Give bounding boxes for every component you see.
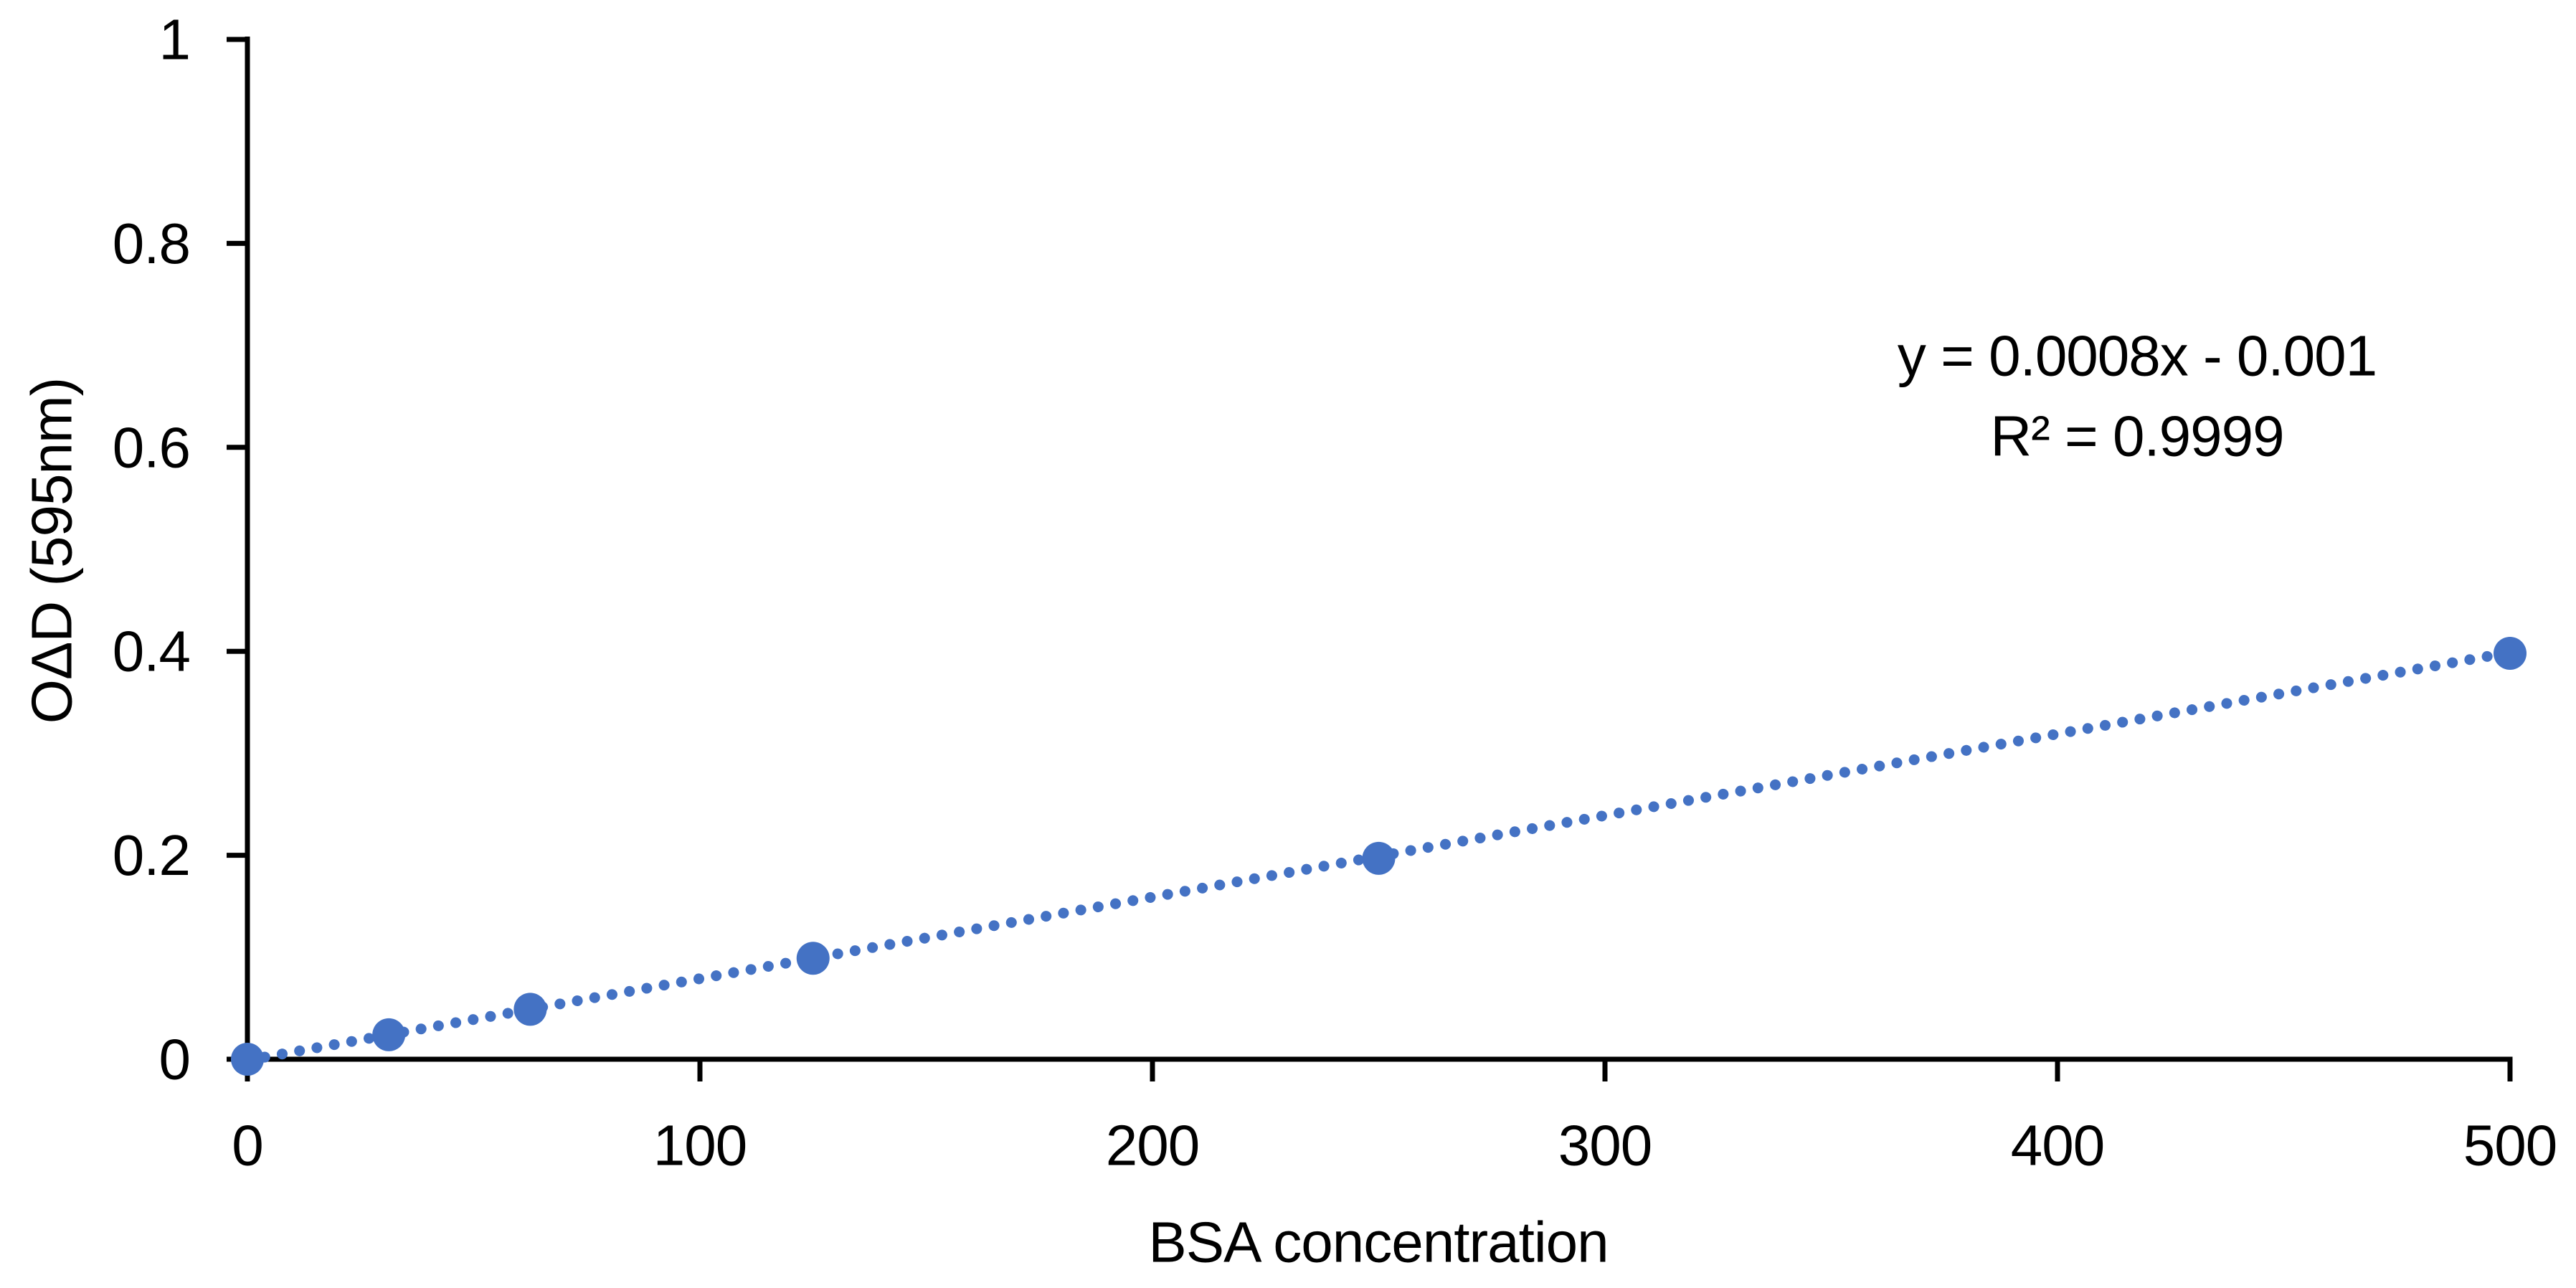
data-point-marker bbox=[513, 993, 547, 1026]
x-tick-label: 400 bbox=[2011, 1114, 2104, 1178]
r-squared-label: R² = 0.9999 bbox=[1990, 404, 2283, 468]
y-tick-label: 0.8 bbox=[113, 212, 190, 275]
y-tick-label: 0.6 bbox=[113, 415, 190, 479]
series-layer bbox=[231, 637, 2527, 1076]
x-tick-label: 500 bbox=[2463, 1114, 2557, 1178]
y-axis-title: OΔD (595nm) bbox=[20, 378, 84, 724]
y-tick-label: 0.4 bbox=[113, 620, 190, 683]
y-tick-label: 0.2 bbox=[113, 823, 190, 887]
axes-layer: 0 0.2 0.4 0.6 0.8 1 0 100 200 300 400 500 bbox=[113, 8, 2557, 1178]
x-tick-label: 300 bbox=[1558, 1114, 1652, 1178]
x-tick-label: 0 bbox=[232, 1114, 263, 1178]
y-tick-label: 0 bbox=[159, 1028, 191, 1092]
data-point-marker bbox=[796, 942, 830, 975]
data-point-marker bbox=[372, 1018, 406, 1051]
y-tick-label: 1 bbox=[159, 8, 191, 72]
data-point-marker bbox=[2494, 637, 2527, 671]
trendline-equation-label: y = 0.0008x - 0.001 bbox=[1898, 324, 2377, 388]
data-point-marker bbox=[1362, 841, 1396, 875]
data-point-marker bbox=[231, 1043, 264, 1076]
x-tick-label: 200 bbox=[1106, 1114, 1199, 1178]
x-axis-title: BSA concentration bbox=[1148, 1211, 1608, 1274]
x-tick-label: 100 bbox=[653, 1114, 747, 1178]
